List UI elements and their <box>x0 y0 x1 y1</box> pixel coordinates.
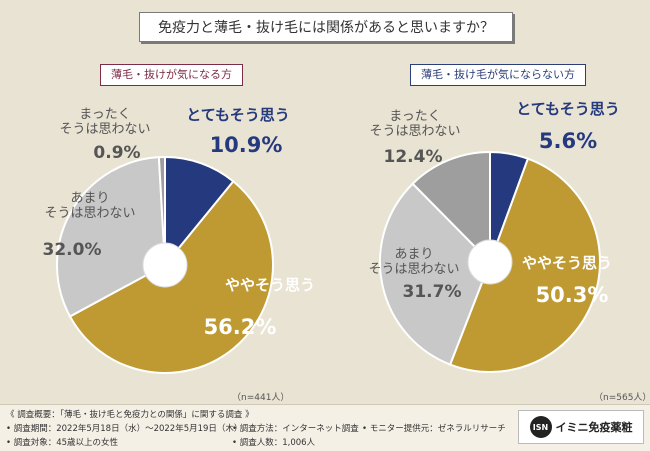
pie-right-slice-somewhat-disagree <box>379 182 492 366</box>
pie-left-value-strongly-agree: 10.9% <box>210 133 283 157</box>
pie-left-value-strongly-disagree: 0.9% <box>93 143 140 163</box>
sample-size-right: （n=565人） <box>594 393 650 403</box>
pie-right-slice-strongly-disagree <box>411 150 491 265</box>
sample-size-left: （n=441人） <box>232 393 290 403</box>
survey-count: • 調査人数：1,006人 <box>232 438 316 448</box>
page-title: 免疫力と薄毛・抜け毛には関係があると思いますか？ <box>139 12 513 42</box>
group-label-left: 薄毛・抜けが気になる方 <box>100 64 243 86</box>
pie-right-center <box>467 239 513 285</box>
survey-target: • 調査対象：45歳以上の女性 <box>6 438 119 448</box>
survey-period: • 調査期間：2022年5月18日（水）～2022年5月19日（木） <box>6 424 243 434</box>
pie-right-value-somewhat-disagree: 31.7% <box>403 282 462 302</box>
pie-right-value-somewhat-agree: 50.3% <box>536 283 609 307</box>
brand-logo-text: イミニ免疫薬粧 <box>555 421 633 434</box>
pie-right-label-somewhat-disagree: あまりそうは思わない <box>368 247 459 277</box>
pie-left-label-somewhat-agree: ややそう思う <box>225 276 315 294</box>
pie-right-label-somewhat-agree: ややそう思う <box>522 254 612 272</box>
pie-left-slice-strongly-disagree <box>157 155 166 266</box>
pie-left-label-strongly-agree: とてもそう思う <box>186 106 290 124</box>
pie-left-label-somewhat-disagree: あまりそうは思わない <box>44 191 135 221</box>
pie-left-slice-somewhat-disagree <box>56 156 167 318</box>
pie-left-value-somewhat-agree: 56.2% <box>204 315 277 339</box>
pie-left-value-somewhat-disagree: 32.0% <box>43 240 102 260</box>
pie-right-value-strongly-agree: 5.6% <box>539 129 597 153</box>
pie-right-slice-somewhat-agree <box>448 157 601 373</box>
pie-right-value-strongly-disagree: 12.4% <box>384 147 443 167</box>
survey-overview: 《 調査概要：「薄毛・抜け毛と免疫力との関係」に関する調査 》 <box>6 410 254 420</box>
pie-left-slice-strongly-agree <box>164 155 235 268</box>
pie-right-label-strongly-agree: とてもそう思う <box>516 100 620 118</box>
brand-logo-mark: ISN <box>529 416 552 438</box>
survey-provider: • モニター提供元：ゼネラルリサーチ <box>362 424 506 434</box>
pie-left-center <box>142 242 188 288</box>
pie-left-label-strongly-disagree: まったくそうは思わない <box>59 107 150 137</box>
pie-right-label-strongly-disagree: まったくそうは思わない <box>369 109 460 139</box>
group-label-right: 薄毛・抜け毛が気にならない方 <box>410 64 586 86</box>
survey-method: • 調査方法：インターネット調査 <box>232 424 359 434</box>
brand-logo: ISN イミニ免疫薬粧 <box>518 410 644 444</box>
